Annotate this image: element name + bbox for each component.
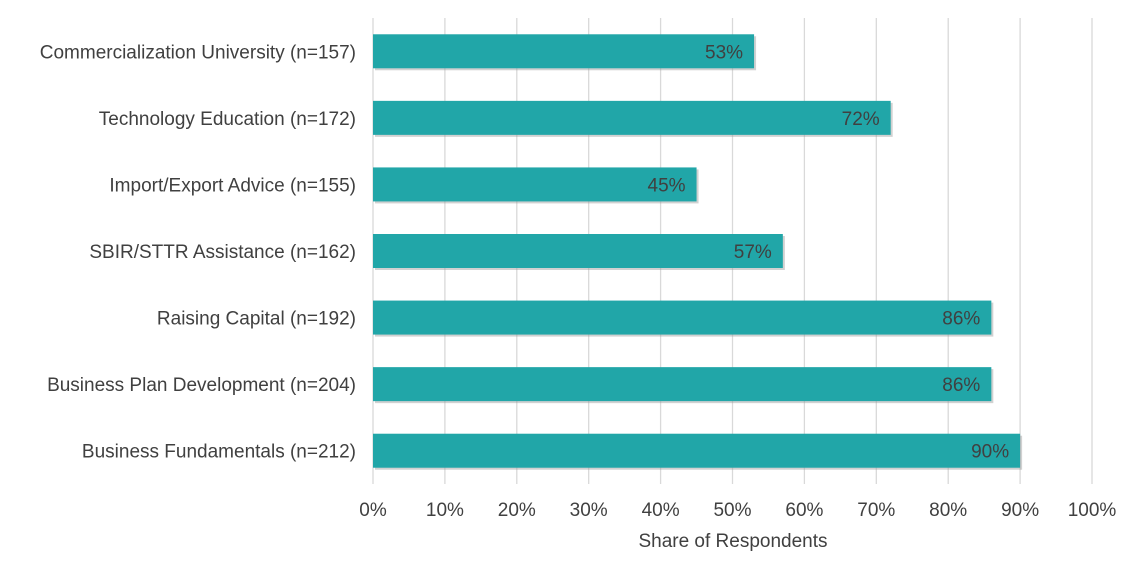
x-tick-label: 90% (1001, 500, 1039, 521)
x-tick-label: 60% (785, 500, 823, 521)
x-tick-label: 70% (857, 500, 895, 521)
x-tick-labels: 0% 10% 20% 30% 40% 50% 60% 70% 80% 90% 100% (359, 500, 1116, 521)
category-label: Commercialization University (n=157) (40, 42, 356, 63)
data-label: 90% (971, 442, 1009, 463)
category-labels: Commercialization University (n=157) Tech… (40, 42, 356, 462)
data-label: 86% (942, 309, 980, 330)
data-labels: 53% 72% 45% 57% 86% 86% 90% (648, 42, 1010, 462)
data-label: 53% (705, 42, 743, 63)
category-label: SBIR/STTR Assistance (n=162) (89, 242, 356, 263)
x-tick-label: 0% (359, 500, 387, 521)
bar (373, 100, 891, 135)
category-label: Business Plan Development (n=204) (47, 375, 356, 396)
bar (373, 167, 697, 202)
category-label: Import/Export Advice (n=155) (109, 175, 356, 196)
bar (373, 367, 992, 402)
bar (373, 300, 992, 335)
bar (373, 234, 783, 268)
x-tick-label: 40% (642, 500, 680, 521)
x-tick-label: 20% (498, 500, 536, 521)
x-tick-label: 10% (426, 500, 464, 521)
x-tick-label: 30% (570, 500, 608, 521)
x-axis-title: Share of Respondents (638, 531, 827, 552)
x-tick-label: 50% (713, 500, 751, 521)
bar (373, 34, 755, 69)
bar (373, 433, 1021, 468)
data-label: 57% (734, 242, 772, 263)
data-label: 86% (942, 375, 980, 396)
category-label: Business Fundamentals (n=212) (82, 442, 356, 463)
category-label: Raising Capital (n=192) (157, 309, 356, 330)
x-tick-label: 100% (1068, 500, 1117, 521)
bars (373, 34, 1023, 470)
category-label: Technology Education (n=172) (99, 109, 356, 130)
data-label: 72% (842, 109, 880, 130)
data-label: 45% (648, 175, 686, 196)
x-tick-label: 80% (929, 500, 967, 521)
